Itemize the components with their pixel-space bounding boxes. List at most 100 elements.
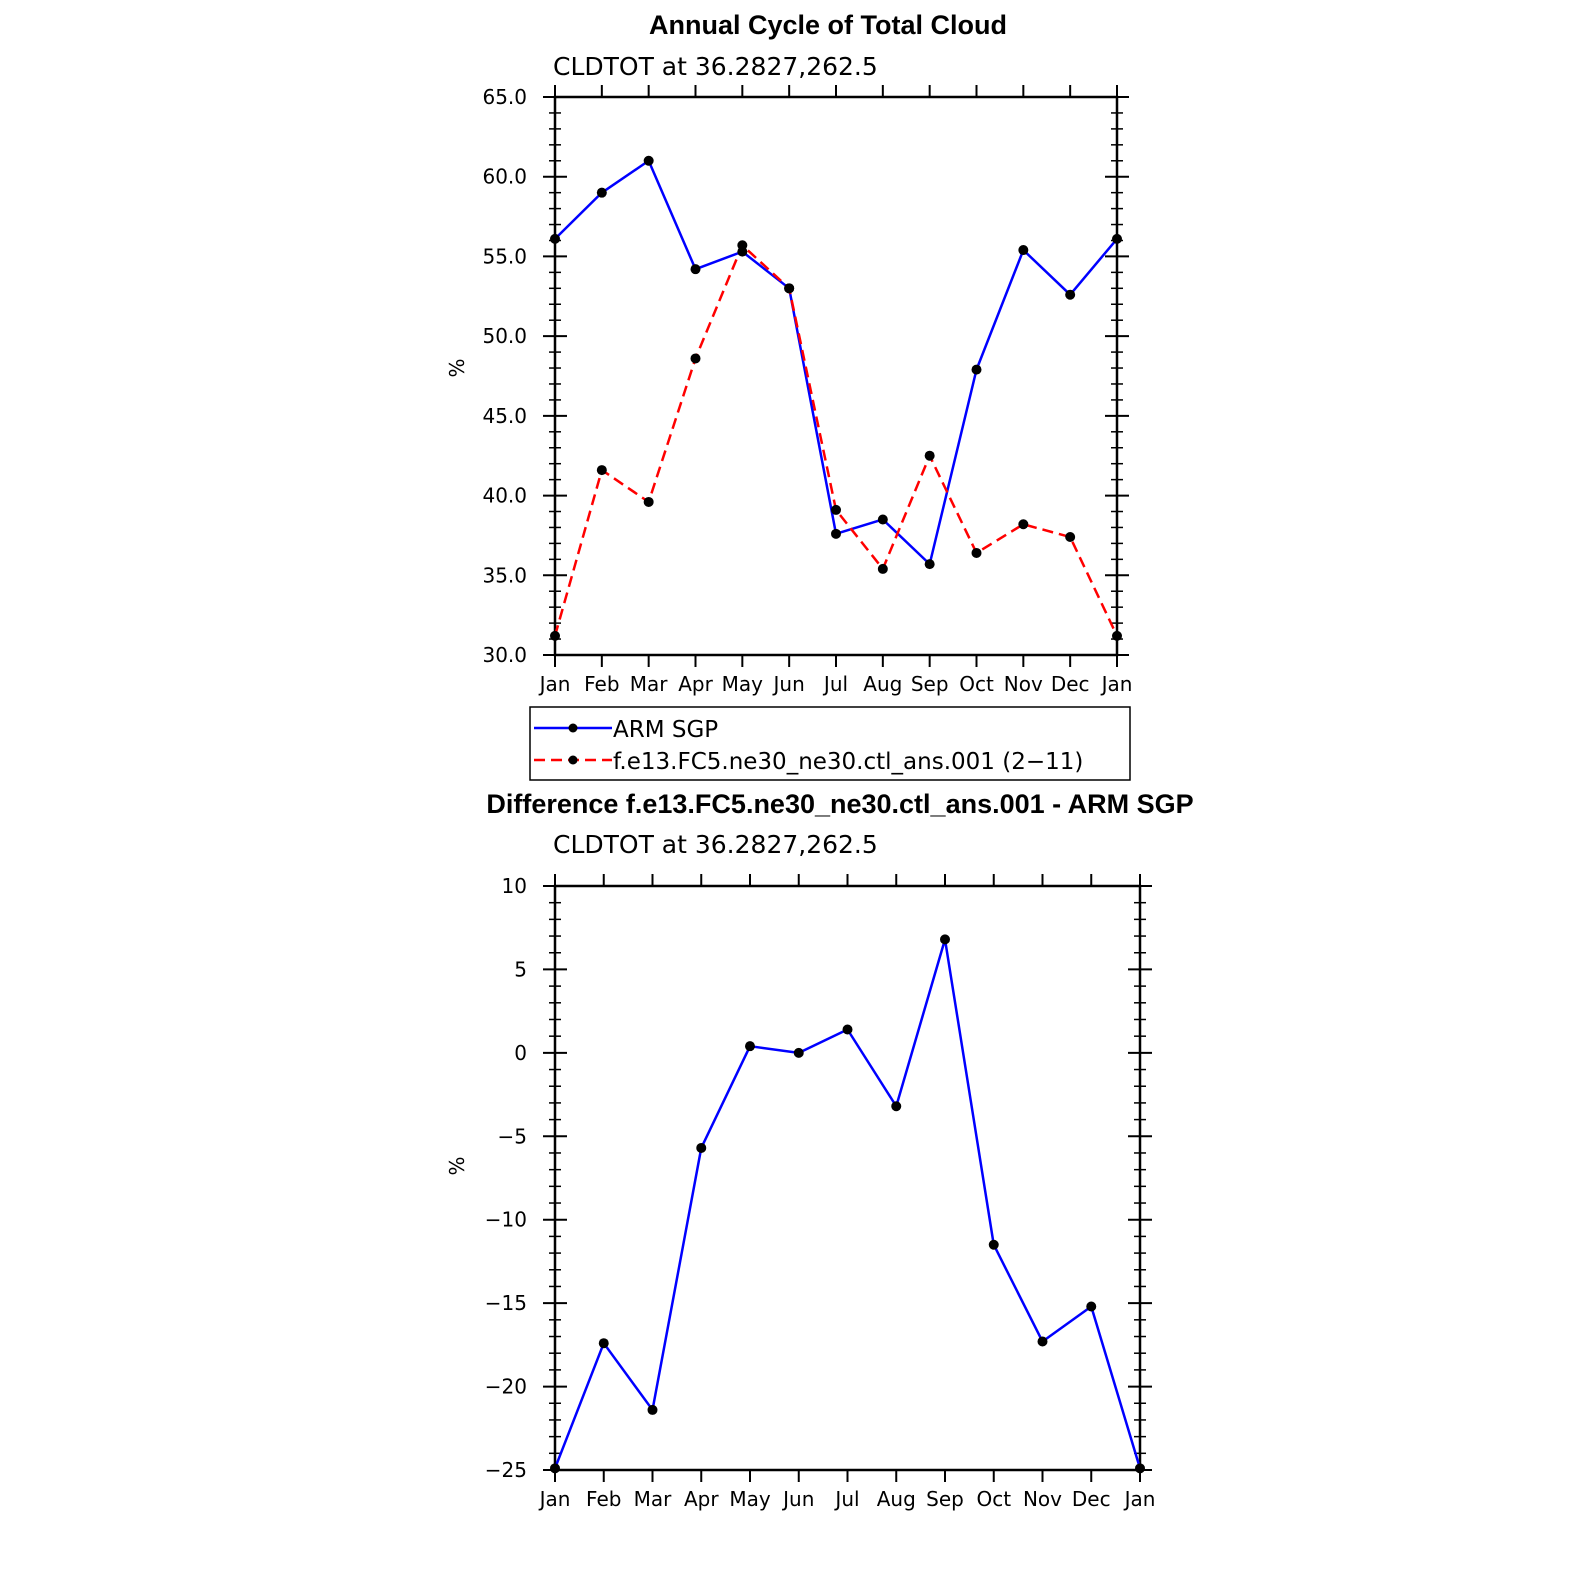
data-point [1112, 233, 1122, 244]
series-line-0 [554, 159, 1118, 566]
x-tick-label: Jul [822, 672, 848, 696]
y-tick-label: 40.0 [482, 484, 527, 508]
x-tick-label: May [722, 672, 764, 696]
data-point [971, 547, 982, 558]
chart-subtitle: CLDTOT at 36.2827,262.5 [553, 830, 878, 859]
data-point [596, 465, 607, 476]
data-point [643, 155, 654, 166]
x-tick-label: Feb [586, 1487, 621, 1511]
legend-label-model: f.e13.FC5.ne30_ne30.ctl_ans.001 (2−11) [613, 749, 1083, 775]
data-point [690, 264, 701, 275]
data-point [784, 283, 795, 294]
x-tick-label: May [729, 1487, 771, 1511]
x-tick-label: Jan [538, 1487, 571, 1511]
data-point [1037, 1336, 1048, 1347]
y-axis-label: % [445, 358, 469, 377]
data-point [940, 934, 950, 945]
plot-area: Jan Feb Mar Apr May Jun Jul Aug Sep Oct Nov Dec Jan 3… [482, 85, 1132, 696]
x-tick-label: Mar [634, 1487, 673, 1511]
legend-marker-model [568, 755, 578, 765]
data-point [1112, 630, 1122, 641]
legend-label-arm-sgp: ARM SGP [613, 717, 718, 743]
series-line-1 [553, 244, 1119, 637]
x-tick-label: Aug [877, 1487, 916, 1511]
data-point [1086, 1301, 1097, 1312]
y-tick-label: −20 [485, 1375, 527, 1399]
chart-subtitle: CLDTOT at 36.2827,262.5 [553, 52, 878, 81]
x-tick-label: Sep [926, 1487, 964, 1511]
x-tick-label: Nov [1004, 672, 1043, 696]
legend: ARM SGP f.e13.FC5.ne30_ne30.ctl_ans.001 … [529, 706, 1131, 781]
y-tick-label: 0 [514, 1041, 527, 1065]
y-tick-label: 5 [514, 957, 527, 981]
data-point [647, 1404, 658, 1415]
data-point [696, 1142, 707, 1153]
x-tick-label: Dec [1072, 1487, 1111, 1511]
x-tick-label: Jan [1123, 1487, 1156, 1511]
x-tick-label: Oct [976, 1487, 1011, 1511]
x-tick-label: Jan [1100, 672, 1133, 696]
data-point [891, 1101, 902, 1112]
x-tick-label: Jun [772, 672, 805, 696]
data-point [598, 1338, 609, 1349]
x-tick-label: Aug [863, 672, 902, 696]
x-tick-label: Jun [781, 1487, 814, 1511]
legend-marker-arm-sgp [568, 723, 578, 733]
data-point [1135, 1463, 1145, 1474]
legend-box [529, 706, 1131, 781]
data-point [831, 528, 841, 539]
series-line-0 [553, 938, 1142, 1469]
data-point [831, 504, 841, 515]
x-tick-label: Feb [584, 672, 619, 696]
data-point [1065, 289, 1076, 300]
x-tick-label: Jul [833, 1487, 859, 1511]
data-point [793, 1047, 804, 1058]
data-point [842, 1024, 853, 1035]
y-tick-label: 50.0 [482, 324, 527, 348]
data-point [924, 450, 935, 461]
y-tick-label: 55.0 [482, 244, 527, 268]
chart-title: Difference f.e13.FC5.ne30_ne30.ctl_ans.0… [486, 789, 1193, 819]
plot-frame [553, 884, 1142, 1472]
data-point [1018, 245, 1029, 256]
y-tick-label: 10 [502, 874, 527, 898]
y-tick-label: −5 [498, 1124, 527, 1148]
y-axis-label: % [445, 1156, 469, 1175]
data-point [1018, 519, 1029, 530]
x-tick-label: Dec [1051, 672, 1090, 696]
y-tick-label: −15 [485, 1291, 527, 1315]
chart-annual-cycle: Annual Cycle of Total Cloud CLDTOT at 36… [445, 10, 1132, 696]
data-point [550, 630, 560, 641]
data-point [1065, 532, 1076, 543]
data-point [596, 187, 607, 198]
data-point [988, 1239, 999, 1250]
y-tick-label: 30.0 [482, 643, 527, 667]
y-tick-label: −10 [485, 1208, 527, 1232]
plot-frame [553, 95, 1119, 657]
y-tick-label: 65.0 [482, 85, 527, 109]
plot-area: Jan Feb Mar Apr May Jun Jul Aug Sep Oct Nov Dec Jan−… [485, 874, 1156, 1511]
data-point [550, 1463, 560, 1474]
data-point [690, 353, 701, 364]
data-point [877, 563, 888, 574]
data-point [745, 1041, 755, 1052]
data-point [971, 364, 982, 375]
y-tick-label: 60.0 [482, 165, 527, 189]
chart-difference: Difference f.e13.FC5.ne30_ne30.ctl_ans.0… [445, 789, 1194, 1511]
chart-title: Annual Cycle of Total Cloud [649, 10, 1007, 40]
x-tick-label: Apr [684, 1487, 719, 1511]
y-tick-label: −25 [485, 1458, 527, 1482]
data-point [877, 514, 888, 525]
x-tick-label: Sep [911, 672, 949, 696]
x-tick-label: Jan [538, 672, 571, 696]
y-tick-label: 35.0 [482, 563, 527, 587]
data-point [643, 496, 654, 507]
x-tick-label: Mar [630, 672, 669, 696]
data-point [737, 240, 748, 251]
x-tick-label: Oct [959, 672, 994, 696]
y-tick-label: 45.0 [482, 404, 527, 428]
data-point [550, 233, 560, 244]
x-tick-label: Apr [678, 672, 713, 696]
data-point [924, 559, 935, 570]
